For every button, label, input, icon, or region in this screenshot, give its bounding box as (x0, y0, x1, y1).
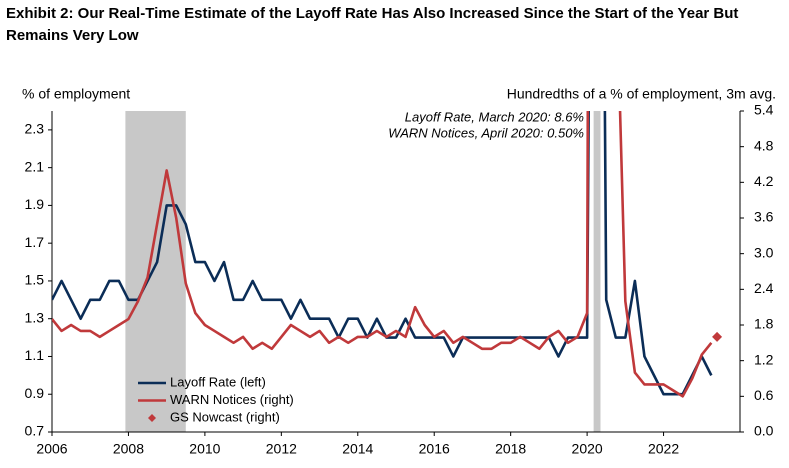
x-tick-label: 2022 (648, 441, 679, 457)
legend-label: GS Nowcast (right) (170, 409, 280, 424)
y-tick-label: 1.5 (25, 272, 45, 288)
x-tick-label: 2020 (572, 441, 603, 457)
x-tick-label: 2006 (36, 441, 67, 457)
y2-tick-label: 2.4 (754, 280, 774, 296)
y-tick-label: 1.3 (25, 309, 45, 325)
annotation: WARN Notices, April 2020: 0.50% (388, 125, 584, 140)
plot-area (52, 111, 723, 398)
series-line (52, 111, 713, 398)
y-tick-label: 1.1 (25, 347, 45, 363)
y2-tick-label: 3.0 (754, 244, 774, 260)
x-tick-label: 2012 (266, 441, 297, 457)
recession-shading (593, 111, 601, 432)
chart-title: Exhibit 2: Our Real-Time Estimate of the… (6, 5, 739, 44)
y2-tick-label: 4.8 (754, 137, 774, 153)
series-line (52, 111, 713, 396)
legend-label: WARN Notices (right) (170, 392, 294, 407)
y2-tick-label: 0.0 (754, 423, 774, 439)
x-tick-label: 2010 (189, 441, 220, 457)
x-tick-label: 2018 (495, 441, 526, 457)
nowcast-marker (712, 331, 723, 342)
y-tick-label: 2.3 (25, 121, 45, 137)
y-tick-label: 1.9 (25, 196, 45, 212)
y-tick-label: 0.7 (25, 423, 45, 439)
y2-tick-label: 5.4 (754, 102, 774, 118)
y2-tick-label: 4.2 (754, 173, 774, 189)
y-tick-label: 1.7 (25, 234, 45, 250)
recession-shading (125, 111, 186, 432)
legend-marker (148, 414, 156, 422)
x-tick-label: 2016 (419, 441, 450, 457)
x-tick-label: 2008 (113, 441, 144, 457)
y2-axis-label: Hundredths of a % of employment, 3m avg. (507, 86, 776, 102)
y-axis-label: % of employment (22, 86, 130, 102)
annotation: Layoff Rate, March 2020: 8.6% (405, 109, 584, 124)
y2-tick-label: 1.8 (754, 316, 774, 332)
y-tick-label: 0.9 (25, 385, 45, 401)
y2-tick-label: 1.2 (754, 351, 774, 367)
y-tick-label: 2.1 (25, 158, 45, 174)
x-tick-label: 2014 (342, 441, 373, 457)
y2-tick-label: 0.6 (754, 387, 774, 403)
legend-label: Layoff Rate (left) (170, 374, 266, 389)
y2-tick-label: 3.6 (754, 209, 774, 225)
